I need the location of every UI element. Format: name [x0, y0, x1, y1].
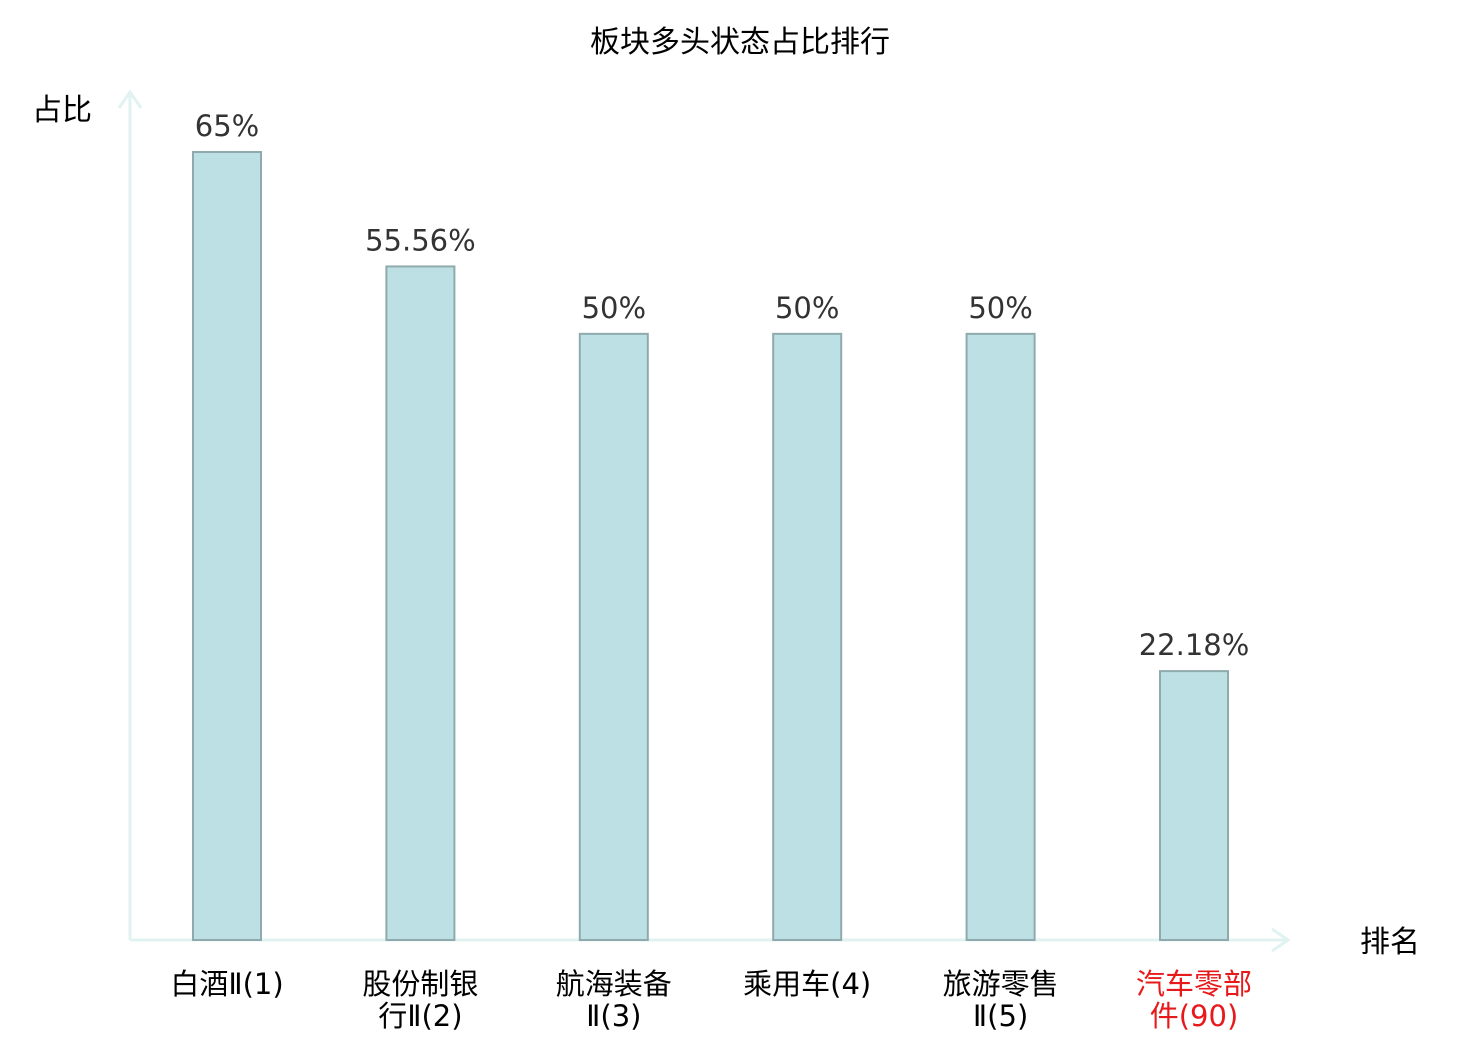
x-tick-label: 航海装备: [556, 967, 672, 1001]
x-tick-label: 旅游零售: [943, 967, 1059, 1001]
bar: [385, 265, 456, 941]
bar: [1159, 670, 1229, 942]
bar: [578, 332, 649, 942]
y-axis-arrow: [117, 89, 143, 109]
y-axis-label: 占比: [32, 93, 92, 128]
x-axis-label: 排名: [1360, 925, 1420, 960]
x-tick-label: Ⅱ(5): [973, 999, 1028, 1033]
x-tick-label: 白酒Ⅱ(1): [170, 967, 283, 1001]
x-axis-arrow: [1271, 927, 1291, 953]
value-label: 55.56%: [365, 223, 476, 257]
bar: [192, 151, 262, 941]
x-tick-label: 股份制银: [362, 967, 478, 1001]
x-tick-label: Ⅱ(3): [586, 999, 641, 1033]
value-label: 50%: [582, 291, 646, 325]
value-label: 65%: [195, 109, 259, 143]
x-tick-label: 行Ⅱ(2): [378, 999, 462, 1033]
value-label: 50%: [775, 291, 839, 325]
value-label: 22.18%: [1139, 628, 1250, 662]
x-tick-label: 汽车零部: [1136, 967, 1252, 1001]
bar: [965, 332, 1036, 942]
bar: [772, 332, 843, 942]
x-tick-label: 件(90): [1150, 999, 1239, 1033]
value-label: 50%: [968, 291, 1032, 325]
chart-title: 板块多头状态占比排行: [590, 25, 890, 60]
x-tick-label: 乘用车(4): [743, 967, 871, 1001]
